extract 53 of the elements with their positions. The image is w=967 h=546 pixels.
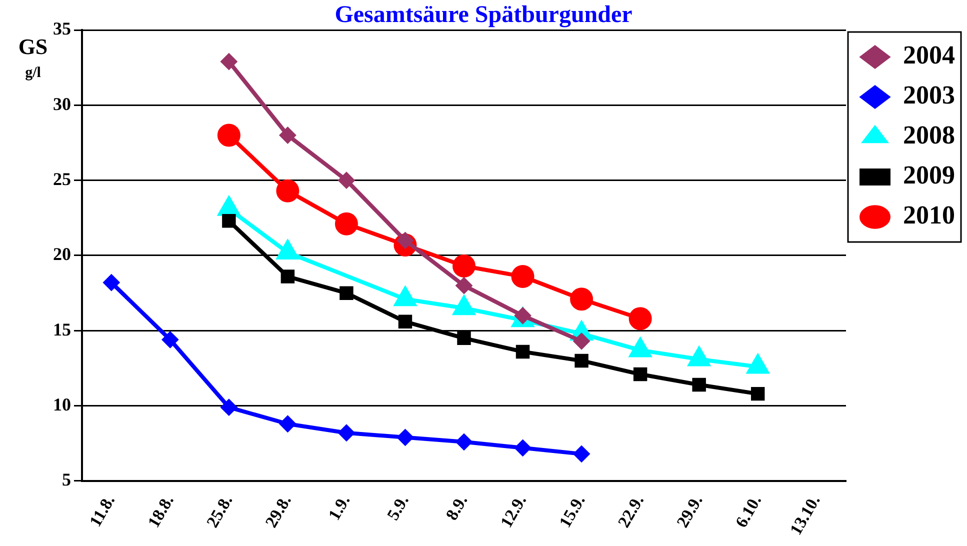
y-tick-label: 15 [53, 319, 71, 340]
point [573, 332, 590, 350]
point [334, 212, 358, 236]
x-tick-label: 12.9. [496, 492, 530, 531]
point [633, 367, 648, 382]
y-tick-label: 25 [53, 168, 71, 189]
legend-label: 2010 [903, 200, 955, 230]
point [102, 274, 120, 292]
point [276, 179, 300, 202]
point [220, 53, 238, 70]
y-axis-title: GS g/l [17, 34, 49, 83]
point [570, 288, 594, 311]
legend-label: 2004 [903, 40, 955, 70]
point [279, 415, 296, 432]
point [573, 445, 590, 462]
point [396, 428, 414, 446]
point [279, 126, 296, 144]
x-tick-label: 8.9. [442, 492, 472, 524]
y-tick-label: 20 [53, 244, 71, 264]
legend-label: 2003 [903, 80, 955, 110]
point [220, 398, 238, 416]
x-tick-label: 11.8. [86, 492, 119, 530]
point [222, 214, 236, 228]
point [692, 378, 706, 392]
point [456, 433, 472, 450]
point [340, 286, 354, 300]
x-tick-label: 1.9. [324, 492, 354, 524]
point [162, 331, 179, 348]
legend-label: 2008 [903, 120, 955, 150]
point [338, 172, 355, 189]
chart-title: Gesamtsäure Spätburgunder [334, 2, 632, 28]
point [452, 254, 476, 278]
point [514, 439, 532, 456]
y-tick-label: 10 [53, 394, 71, 414]
x-tick-label: 5.9. [383, 492, 412, 524]
y-tick-label: 5 [62, 470, 71, 490]
point [457, 331, 471, 346]
point [516, 344, 530, 359]
point [398, 314, 412, 329]
point [511, 265, 534, 288]
point [217, 124, 240, 147]
x-tick-label: 6.10. [732, 492, 766, 531]
point [750, 386, 765, 401]
x-tick-label: 15.9. [555, 492, 589, 531]
point [338, 424, 355, 442]
legend-label: 2009 [903, 160, 955, 190]
point [574, 354, 588, 368]
y-tick-label: 35 [53, 18, 71, 39]
point [280, 270, 295, 284]
point [456, 277, 472, 294]
point [628, 307, 652, 330]
x-tick-label: 18.8. [144, 492, 178, 531]
y-tick-label: 30 [53, 94, 71, 114]
